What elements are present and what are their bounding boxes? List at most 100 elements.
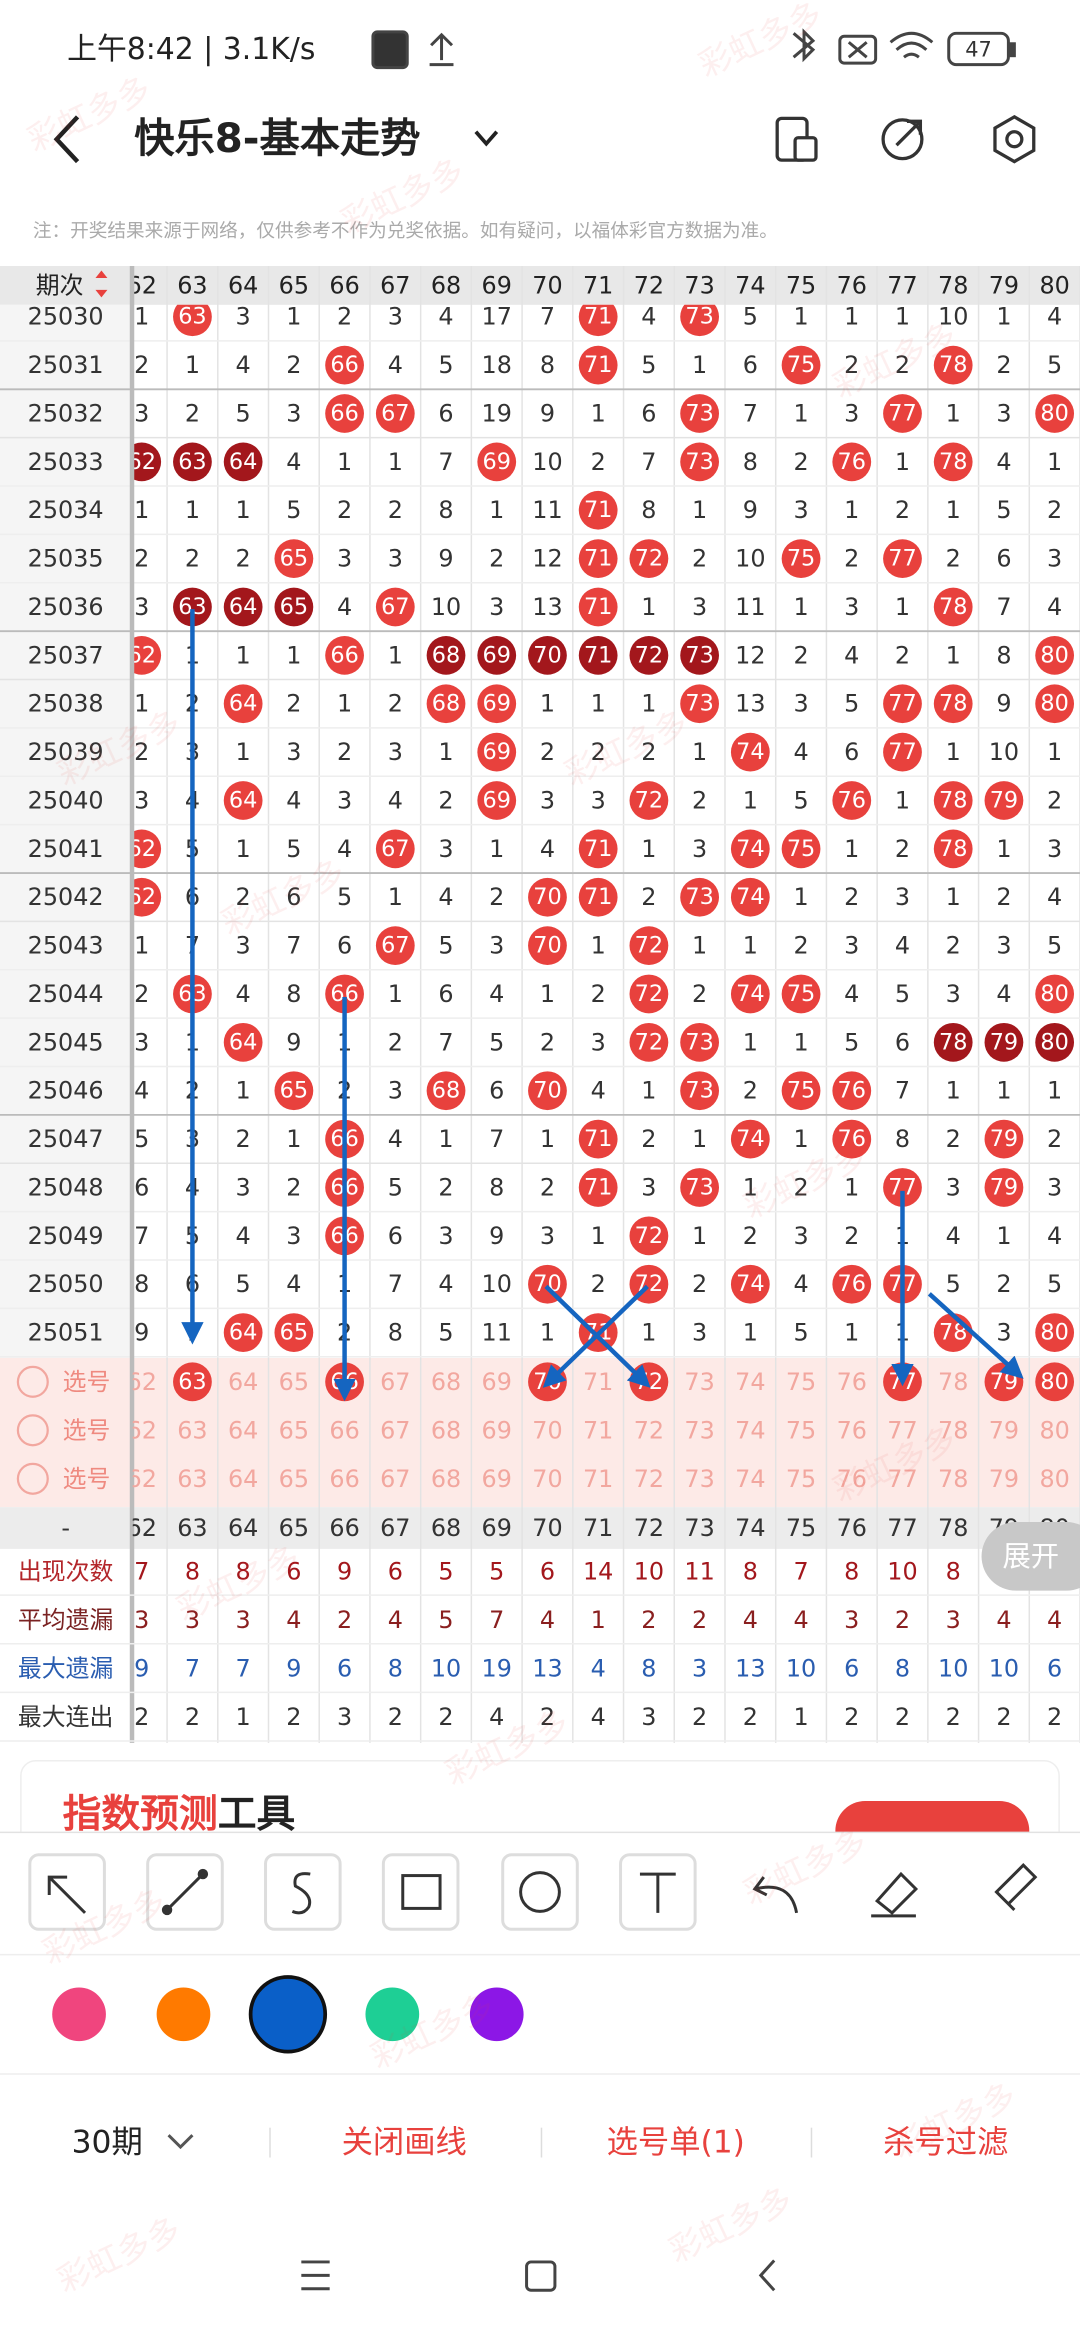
miss-count: 2: [844, 545, 859, 573]
pick-number[interactable]: 68: [431, 1416, 461, 1444]
hit-number: 68: [432, 1078, 460, 1104]
pick-number[interactable]: 72: [635, 1369, 663, 1395]
pick-number[interactable]: 65: [279, 1465, 309, 1493]
pick-number[interactable]: 62: [127, 1416, 157, 1444]
hit-number: 69: [483, 642, 511, 668]
pick-radio[interactable]: [16, 1414, 49, 1447]
hit-number: 72: [635, 1223, 663, 1249]
miss-count: 1: [134, 496, 149, 524]
miss-count: 1: [388, 448, 403, 476]
pick-number[interactable]: 74: [735, 1368, 765, 1396]
pick-number[interactable]: 78: [938, 1416, 968, 1444]
pick-number[interactable]: 72: [634, 1465, 664, 1493]
hit-ball: [1035, 635, 1075, 675]
nav-bar[interactable]: [301, 2259, 776, 2292]
pick-number[interactable]: 71: [583, 1416, 613, 1444]
hit-ball: [223, 684, 263, 724]
miss-count: 6: [134, 1173, 149, 1201]
hit-ball: [578, 490, 618, 530]
pick-number[interactable]: 71: [583, 1465, 613, 1493]
pick-number[interactable]: 64: [228, 1368, 258, 1396]
pick-number[interactable]: 64: [228, 1416, 258, 1444]
pick-number[interactable]: 63: [177, 1416, 207, 1444]
stats-value: 2: [388, 1703, 403, 1731]
hit-number: 79: [990, 787, 1018, 813]
draw-tools[interactable]: [28, 1853, 1038, 1931]
pick-number[interactable]: 67: [380, 1368, 410, 1396]
pick-label: 选号: [63, 1416, 111, 1444]
pick-number[interactable]: 69: [482, 1368, 512, 1396]
pick-number[interactable]: 75: [786, 1465, 816, 1493]
pick-number[interactable]: 62: [127, 1368, 157, 1396]
pick-number[interactable]: 72: [634, 1416, 664, 1444]
pick-number[interactable]: 80: [1039, 1416, 1069, 1444]
pick-number[interactable]: 68: [431, 1368, 461, 1396]
period-select[interactable]: 30期: [72, 2125, 143, 2161]
miss-count: 2: [692, 1270, 707, 1298]
pick-number[interactable]: 77: [887, 1416, 917, 1444]
miss-count: 4: [438, 883, 453, 911]
period: 25047: [28, 1125, 104, 1153]
hit-number: 64: [229, 1320, 257, 1346]
pick-number[interactable]: 78: [938, 1368, 968, 1396]
pick-number[interactable]: 76: [837, 1416, 867, 1444]
tab[interactable]: 杀号过滤: [883, 2125, 1008, 2161]
pick-number[interactable]: 68: [431, 1465, 461, 1493]
expand-button[interactable]: [981, 1522, 1080, 1591]
hit-number: 78: [939, 836, 967, 862]
pick-number[interactable]: 65: [279, 1368, 309, 1396]
tab[interactable]: 选号单(1): [607, 2125, 745, 2161]
pick-number[interactable]: 76: [837, 1368, 867, 1396]
pick-number[interactable]: 80: [1040, 1369, 1068, 1395]
pick-number[interactable]: 73: [684, 1465, 714, 1493]
back-button[interactable]: [53, 115, 80, 164]
miss-count: 3: [134, 786, 149, 814]
color-palette[interactable]: [52, 1975, 524, 2054]
miss-count: 8: [743, 448, 758, 476]
pick-number[interactable]: 66: [329, 1416, 359, 1444]
pick-number[interactable]: 70: [532, 1416, 562, 1444]
tab[interactable]: 关闭画线: [342, 2125, 467, 2161]
pick-number[interactable]: 78: [938, 1465, 968, 1493]
pick-number[interactable]: 79: [989, 1416, 1019, 1444]
pick-number[interactable]: 73: [684, 1368, 714, 1396]
pick-number[interactable]: 67: [380, 1465, 410, 1493]
pick-number[interactable]: 74: [735, 1416, 765, 1444]
miss-count: 2: [895, 351, 910, 379]
header-actions[interactable]: [775, 114, 1036, 164]
pick-number[interactable]: 69: [482, 1465, 512, 1493]
pick-number[interactable]: 67: [380, 1416, 410, 1444]
selected-ball[interactable]: [1035, 1362, 1075, 1402]
pick-radio[interactable]: [16, 1462, 49, 1495]
pick-number[interactable]: 69: [482, 1416, 512, 1444]
miss-count: 12: [532, 545, 562, 573]
pick-number[interactable]: 79: [989, 1465, 1019, 1493]
pick-number[interactable]: 71: [583, 1368, 613, 1396]
pick-number[interactable]: 77: [887, 1465, 917, 1493]
pick-number[interactable]: 64: [228, 1465, 258, 1493]
pick-number[interactable]: 76: [837, 1465, 867, 1493]
period-dropdown[interactable]: [167, 2134, 194, 2150]
pick-radio[interactable]: [16, 1365, 49, 1398]
pick-number[interactable]: 75: [786, 1368, 816, 1396]
pick-number[interactable]: 70: [532, 1465, 562, 1493]
miss-count: 3: [996, 932, 1011, 960]
pick-number[interactable]: 62: [127, 1465, 157, 1493]
pick-number[interactable]: 65: [279, 1416, 309, 1444]
stats-value: 19: [482, 1655, 512, 1683]
miss-count: 6: [996, 545, 1011, 573]
pick-number[interactable]: 63: [177, 1465, 207, 1493]
pick-number[interactable]: 75: [786, 1416, 816, 1444]
pick-number[interactable]: 63: [178, 1369, 206, 1395]
miss-count: 4: [236, 351, 251, 379]
selected-ball[interactable]: [173, 1362, 212, 1402]
pick-number[interactable]: 80: [1039, 1465, 1069, 1493]
pick-number[interactable]: 74: [735, 1465, 765, 1493]
pick-number[interactable]: 73: [684, 1416, 714, 1444]
hit-number: 66: [330, 400, 358, 426]
stats-value: 7: [185, 1655, 200, 1683]
pick-number[interactable]: 66: [329, 1465, 359, 1493]
title-dropdown[interactable]: [474, 130, 499, 147]
column-header: 71: [583, 271, 613, 299]
